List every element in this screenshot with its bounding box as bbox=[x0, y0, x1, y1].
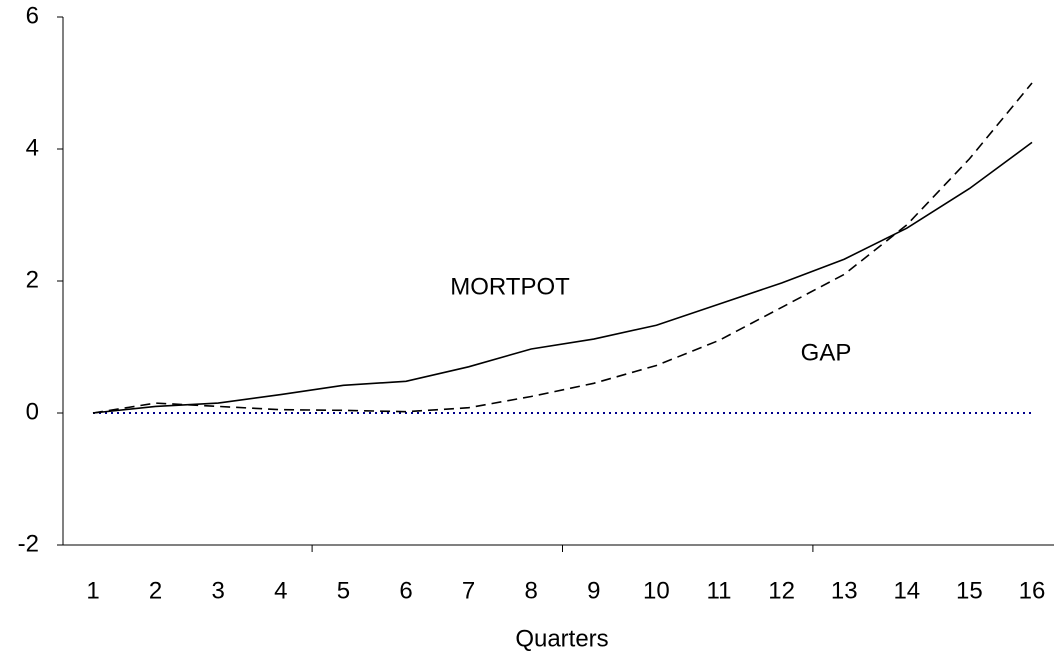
x-tick-label: 13 bbox=[831, 577, 858, 604]
y-tick-label: -2 bbox=[18, 530, 39, 557]
x-tick-label: 5 bbox=[337, 577, 350, 604]
x-tick-label: 16 bbox=[1019, 577, 1046, 604]
x-tick-label: 8 bbox=[525, 577, 538, 604]
line-series bbox=[92, 82, 1033, 414]
x-tick-label: 3 bbox=[212, 577, 225, 604]
line-series bbox=[92, 141, 1033, 414]
x-tick-label: 11 bbox=[707, 577, 732, 604]
x-tick-label: 14 bbox=[893, 577, 920, 604]
x-tick-label: 4 bbox=[274, 577, 287, 604]
y-tick-label: 2 bbox=[26, 266, 39, 293]
y-tick-label: 4 bbox=[26, 134, 39, 161]
x-tick-label: 1 bbox=[86, 577, 99, 604]
x-axis-title: Quarters bbox=[515, 625, 608, 652]
x-tick-label: 9 bbox=[587, 577, 600, 604]
series-label: GAP bbox=[801, 339, 852, 366]
x-tick-label: 15 bbox=[956, 577, 983, 604]
series-label: MORTPOT bbox=[450, 273, 570, 300]
x-tick-label: 2 bbox=[149, 577, 162, 604]
y-tick-label: 0 bbox=[26, 398, 39, 425]
x-tick-label: 12 bbox=[768, 577, 795, 604]
y-tick-label: 6 bbox=[26, 2, 39, 29]
x-tick-label: 10 bbox=[643, 577, 670, 604]
x-tick-label: 6 bbox=[399, 577, 412, 604]
x-tick-label: 7 bbox=[462, 577, 475, 604]
